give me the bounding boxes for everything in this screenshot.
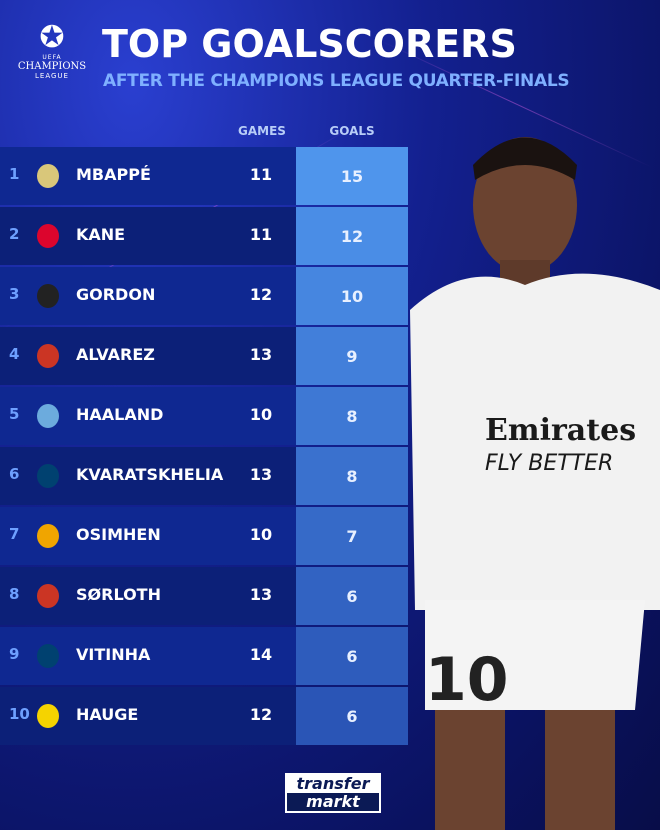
player-name-cell: MBAPPÉ	[76, 165, 151, 184]
club-crest-icon	[37, 224, 59, 248]
games-cell: 11	[249, 225, 273, 244]
player-name-cell: VITINHA	[76, 645, 151, 664]
games-cell: 13	[249, 465, 273, 484]
table-row: 5 HAALAND 10 8	[0, 387, 408, 445]
table-row: 10 HAUGE 12 6	[0, 687, 408, 745]
player-name-cell: GORDON	[76, 285, 156, 304]
column-header-games: GAMES	[238, 124, 286, 138]
goals-cell: 6	[296, 567, 408, 625]
rank-cell: 7	[9, 525, 20, 543]
games-cell: 11	[249, 165, 273, 184]
club-crest-icon	[37, 644, 59, 668]
table-row: 4 ALVAREZ 13 9	[0, 327, 408, 385]
logo-text: LEAGUE	[35, 72, 69, 80]
player-name-cell: ALVAREZ	[76, 345, 155, 364]
player-name-cell: HAUGE	[76, 705, 139, 724]
page-subtitle: AFTER THE CHAMPIONS LEAGUE QUARTER-FINAL…	[103, 71, 570, 91]
games-cell: 13	[249, 585, 273, 604]
page-title: TOP GOALSCORERS	[102, 22, 517, 66]
logo-text: UEFA	[42, 54, 62, 61]
club-crest-icon	[37, 164, 59, 188]
rank-cell: 8	[9, 585, 20, 603]
player-name-cell: OSIMHEN	[76, 525, 161, 544]
goals-cell: 6	[296, 627, 408, 685]
games-cell: 13	[249, 345, 273, 364]
player-name-cell: HAALAND	[76, 405, 164, 424]
rank-cell: 3	[9, 285, 20, 303]
games-cell: 12	[249, 705, 273, 724]
table-row: 8 SØRLOTH 13 6	[0, 567, 408, 625]
rank-cell: 2	[9, 225, 20, 243]
rank-cell: 4	[9, 345, 20, 363]
club-crest-icon	[37, 284, 59, 308]
rank-cell: 1	[9, 165, 20, 183]
logo-text: transfer	[296, 774, 370, 793]
goals-cell: 8	[296, 447, 408, 505]
games-cell: 10	[249, 405, 273, 424]
goals-cell: 15	[296, 147, 408, 205]
table-row: 6 KVARATSKHELIA 13 8	[0, 447, 408, 505]
club-crest-icon	[37, 584, 59, 608]
goals-cell: 7	[296, 507, 408, 565]
transfermarkt-logo: transfer markt	[285, 773, 381, 813]
table-row: 2 KANE 11 12	[0, 207, 408, 265]
champions-league-logo: ✪ UEFA CHAMPIONS LEAGUE	[14, 20, 90, 81]
player-name-cell: SØRLOTH	[76, 585, 161, 604]
rank-cell: 9	[9, 645, 20, 663]
scorers-table: 1 MBAPPÉ 11 15 2 KANE 11 12 3 GORDON 12 10 4 ALVAREZ 1…	[0, 147, 408, 747]
goals-cell: 10	[296, 267, 408, 325]
table-row: 1 MBAPPÉ 11 15	[0, 147, 408, 205]
club-crest-icon	[37, 524, 59, 548]
club-crest-icon	[37, 344, 59, 368]
player-photo: Emirates FLY BETTER 10	[410, 137, 660, 830]
goals-cell: 6	[296, 687, 408, 745]
club-crest-icon	[37, 404, 59, 428]
svg-text:Emirates: Emirates	[485, 413, 636, 448]
games-cell: 10	[249, 525, 273, 544]
table-row: 7 OSIMHEN 10 7	[0, 507, 408, 565]
table-row: 3 GORDON 12 10	[0, 267, 408, 325]
rank-cell: 10	[9, 705, 30, 723]
games-cell: 14	[249, 645, 273, 664]
goals-cell: 9	[296, 327, 408, 385]
rank-cell: 6	[9, 465, 20, 483]
table-row: 9 VITINHA 14 6	[0, 627, 408, 685]
goals-cell: 12	[296, 207, 408, 265]
club-crest-icon	[37, 464, 59, 488]
logo-text: markt	[287, 793, 379, 811]
goals-cell: 8	[296, 387, 408, 445]
rank-cell: 5	[9, 405, 20, 423]
logo-text: CHAMPIONS	[17, 61, 87, 72]
club-crest-icon	[37, 704, 59, 728]
svg-text:FLY BETTER: FLY BETTER	[485, 451, 613, 476]
starball-icon: ✪	[39, 20, 65, 55]
games-cell: 12	[249, 285, 273, 304]
svg-text:10: 10	[425, 645, 509, 715]
player-name-cell: KANE	[76, 225, 126, 244]
column-header-goals: GOALS	[329, 124, 375, 138]
player-name-cell: KVARATSKHELIA	[76, 465, 224, 484]
